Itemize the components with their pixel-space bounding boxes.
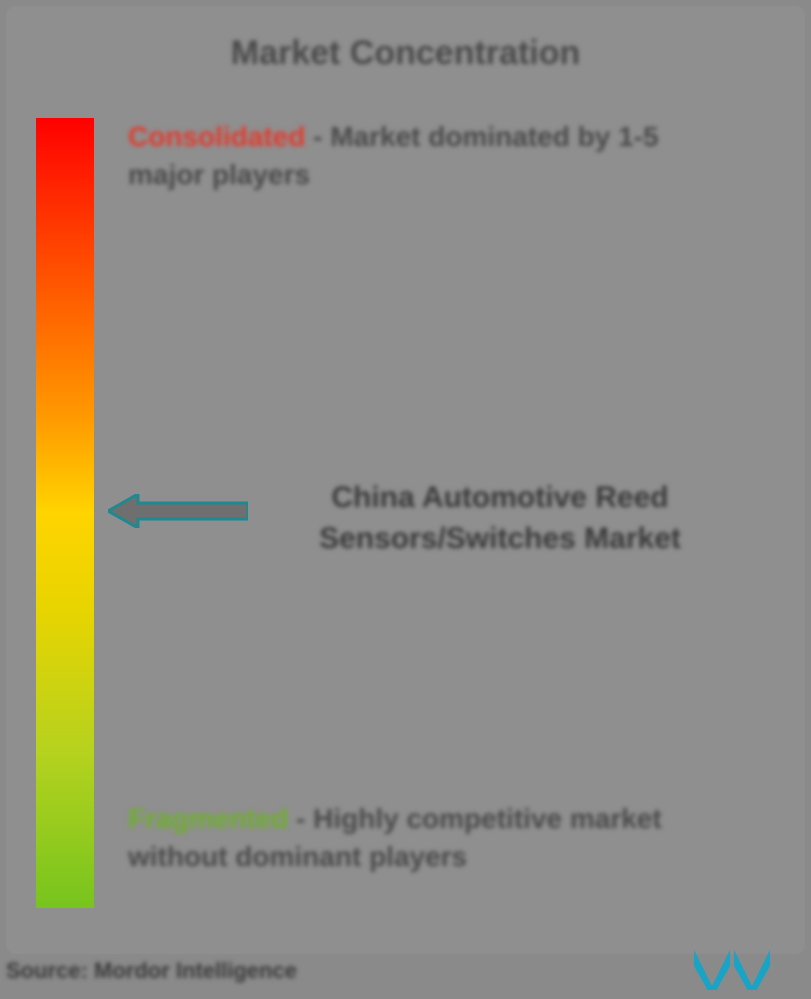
consolidated-label: Consolidated - Market dominated by 1-5 m… xyxy=(128,118,688,194)
canvas: Market Concentration Consolidated - Mark… xyxy=(0,0,811,999)
logo-icon xyxy=(690,940,780,990)
arrow-icon xyxy=(108,494,248,528)
arrow-shape xyxy=(108,494,248,528)
market-name-label: China Automotive Reed Sensors/Switches M… xyxy=(260,478,740,559)
consolidated-strong: Consolidated xyxy=(128,121,305,152)
source-attribution: Source: Mordor Intelligence xyxy=(6,958,297,984)
position-arrow xyxy=(108,494,248,528)
logo-part-1 xyxy=(694,950,730,990)
chart-title: Market Concentration xyxy=(0,34,811,73)
fragmented-label: Fragmented - Highly competitive market w… xyxy=(128,800,728,876)
fragmented-strong: Fragmented xyxy=(128,803,288,834)
logo-part-2 xyxy=(734,950,770,990)
concentration-gradient-bar xyxy=(36,118,94,908)
mordor-logo xyxy=(690,940,780,990)
